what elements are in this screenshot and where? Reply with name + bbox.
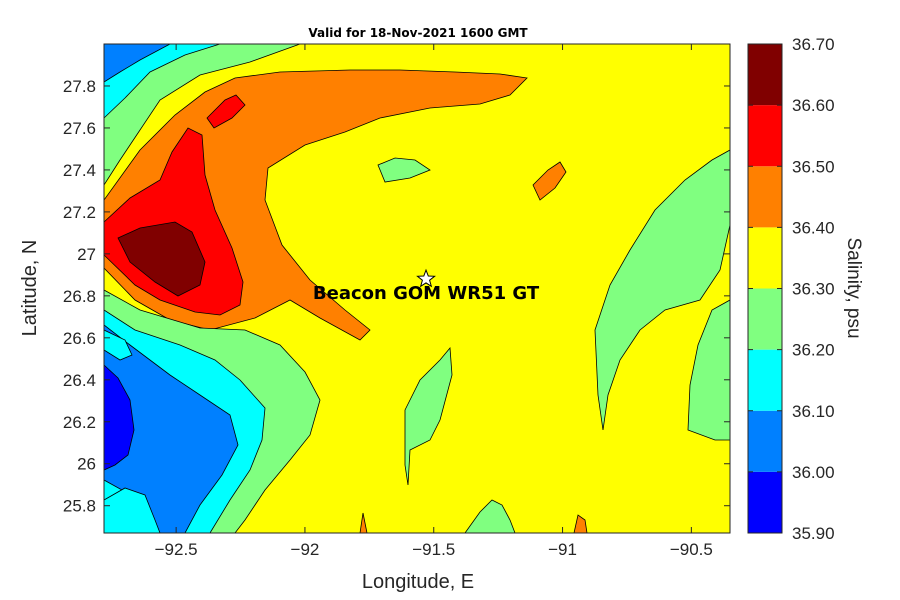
x-axis: −92.5 −92 −91.5 −91 −90.5 bbox=[155, 44, 713, 559]
colorbar-segment bbox=[748, 349, 782, 411]
colorbar-segment bbox=[748, 288, 782, 350]
contour-bl-darkblue bbox=[104, 364, 135, 471]
colorbar: 35.90 36.00 36.10 36.20 36.30 36.40 36.50 36.60… bbox=[747, 35, 835, 543]
contour-green-patch-top bbox=[377, 157, 431, 183]
plot-area-frame bbox=[103, 43, 731, 534]
y-tick-label: 27.6 bbox=[63, 119, 96, 138]
colorbar-segment bbox=[748, 410, 782, 472]
colorbar-segment bbox=[748, 166, 782, 228]
contour-green-streak-center bbox=[404, 346, 453, 486]
y-tick-label: 27.2 bbox=[63, 203, 96, 222]
x-tick-label: −92.5 bbox=[155, 540, 198, 559]
y-tick-label: 27.4 bbox=[63, 161, 96, 180]
y-tick-label: 26 bbox=[77, 455, 96, 474]
y-axis: 25.8 26 26.2 26.4 26.6 26.8 27 27.2 27.4 27.6 27.8 bbox=[63, 77, 730, 516]
y-tick-label: 26.8 bbox=[63, 287, 96, 306]
colorbar-segment bbox=[748, 44, 782, 106]
y-tick-label: 27.8 bbox=[63, 77, 96, 96]
colorbar-segment bbox=[748, 471, 782, 533]
contour-bl-cyan-patch bbox=[104, 487, 161, 533]
colorbar-segment bbox=[748, 227, 782, 289]
y-tick-label: 27 bbox=[77, 245, 96, 264]
contour-bl-cyan-blob bbox=[104, 329, 133, 361]
colorbar-tick-label: 36.40 bbox=[792, 218, 835, 237]
colorbar-segment bbox=[748, 105, 782, 167]
colorbar-tick-label: 36.70 bbox=[792, 35, 835, 54]
contour-green-bottom bbox=[464, 499, 516, 533]
x-tick-label: −91 bbox=[548, 540, 577, 559]
contour-maroon-core bbox=[117, 221, 206, 297]
y-tick-label: 25.8 bbox=[63, 497, 96, 516]
beacon-annotation: Beacon GOM WR51 GT bbox=[313, 268, 540, 304]
x-tick-label: −92 bbox=[291, 540, 320, 559]
x-axis-label: Longitude, E bbox=[362, 571, 474, 593]
colorbar-tick-label: 36.50 bbox=[792, 157, 835, 176]
contour-orange-patch-2 bbox=[573, 514, 588, 533]
contour-orange-patch-1 bbox=[532, 161, 567, 201]
colorbar-tick-label: 36.10 bbox=[792, 402, 835, 421]
contour-field bbox=[104, 44, 730, 533]
y-axis-label: Latitude, N bbox=[19, 240, 41, 337]
contour-green-right-band bbox=[594, 149, 730, 431]
y-tick-label: 26.6 bbox=[63, 329, 96, 348]
contour-tl-blue bbox=[104, 44, 171, 83]
x-tick-label: −90.5 bbox=[670, 540, 713, 559]
beacon-label: Beacon GOM WR51 GT bbox=[313, 283, 540, 304]
contour-orange-patch-3 bbox=[359, 512, 368, 533]
star-marker bbox=[416, 268, 436, 288]
chart-title: Valid for 18-Nov-2021 1600 GMT bbox=[308, 26, 528, 40]
y-tick-label: 26.4 bbox=[63, 371, 96, 390]
colorbar-tick-label: 36.30 bbox=[792, 280, 835, 299]
contour-green-right-lower bbox=[687, 299, 730, 441]
contour-red-spot bbox=[206, 94, 246, 129]
colorbar-tick-label: 36.60 bbox=[792, 96, 835, 115]
colorbar-tick-label: 35.90 bbox=[792, 524, 835, 543]
contour-tl-green bbox=[104, 44, 301, 186]
y-tick-label: 26.2 bbox=[63, 413, 96, 432]
x-tick-label: −91.5 bbox=[412, 540, 455, 559]
colorbar-tick-label: 36.20 bbox=[792, 341, 835, 360]
colorbar-label: Salinity, psu bbox=[843, 237, 864, 338]
colorbar-tick-label: 36.00 bbox=[792, 463, 835, 482]
